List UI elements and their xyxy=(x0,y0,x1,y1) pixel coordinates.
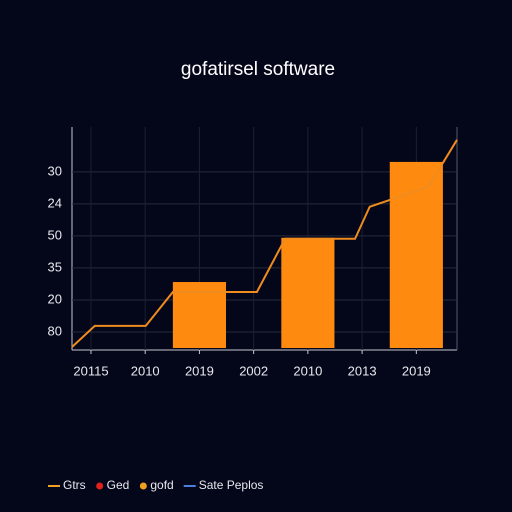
x-tick-label: 20115 xyxy=(73,363,108,378)
x-tick-label: 2010 xyxy=(293,363,322,378)
y-tick-label: 80 xyxy=(48,323,62,338)
x-tick-label: 2002 xyxy=(239,363,268,378)
bar xyxy=(281,237,335,348)
legend-label: Sate Peplos xyxy=(199,478,264,492)
chart-title: gofatirsel software xyxy=(181,59,335,80)
x-tick-label: 2010 xyxy=(131,363,160,378)
y-tick-label: 30 xyxy=(48,163,62,178)
x-tick-label: 2013 xyxy=(348,363,377,378)
y-tick-label: 20 xyxy=(48,291,62,306)
x-tick-label: 2019 xyxy=(402,363,431,378)
legend-marker xyxy=(96,482,104,490)
legend-label: gofd xyxy=(150,478,173,492)
bar xyxy=(172,282,226,348)
bar xyxy=(389,161,443,348)
line xyxy=(71,139,458,348)
legend-label: Ged xyxy=(107,478,130,492)
y-tick-label: 50 xyxy=(48,227,62,242)
y-tick-label: 24 xyxy=(48,195,62,210)
legend-marker xyxy=(139,482,147,490)
y-tick-label: 35 xyxy=(48,259,62,274)
x-tick-label: 2019 xyxy=(185,363,214,378)
legend-label: Gtrs xyxy=(63,478,86,492)
